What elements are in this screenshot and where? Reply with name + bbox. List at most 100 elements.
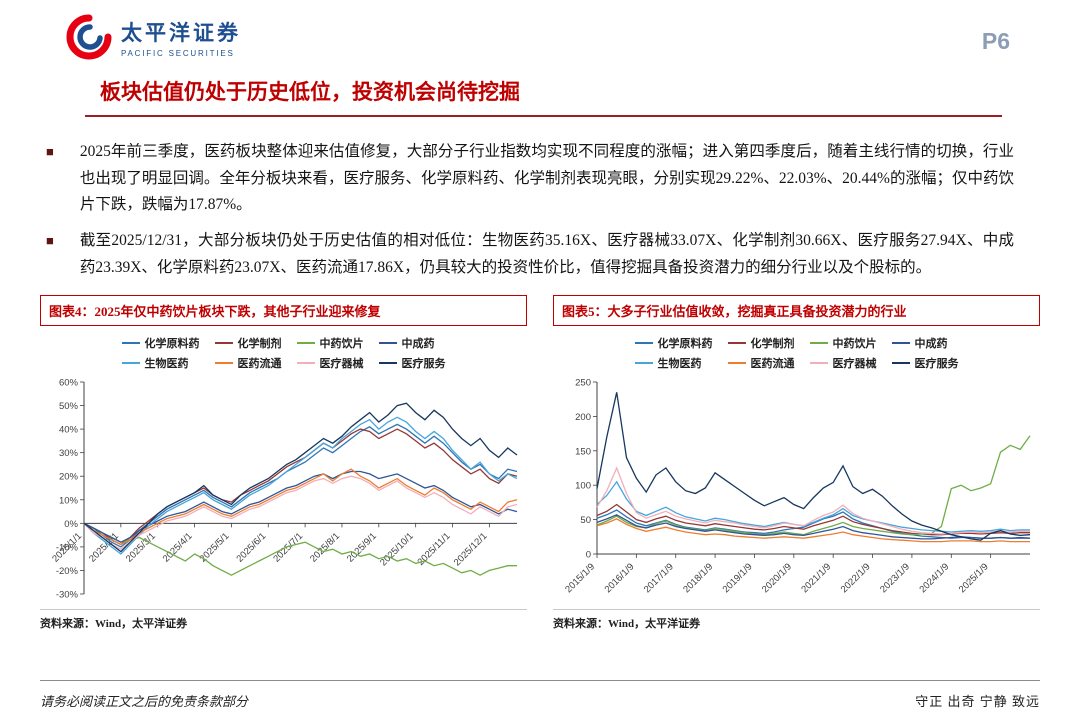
y-tick-label: -10% bbox=[56, 543, 79, 554]
y-tick-label: -30% bbox=[56, 590, 79, 601]
legend-swatch-icon bbox=[809, 362, 828, 365]
legend-item: 医疗服务 bbox=[891, 355, 959, 371]
legend-item: 医药流通 bbox=[727, 355, 795, 371]
x-tick-label: 2021/1/9 bbox=[799, 562, 833, 596]
legend-swatch-icon bbox=[634, 342, 653, 345]
legend-item: 化学制剂 bbox=[727, 335, 795, 351]
x-tick-label: 2025/10/1 bbox=[378, 531, 416, 569]
legend-label: 医疗服务 bbox=[914, 358, 959, 371]
y-tick-label: 200 bbox=[575, 412, 591, 423]
legend-item: 中成药 bbox=[891, 335, 959, 351]
x-tick-label: 2018/1/9 bbox=[681, 562, 715, 596]
chart5-panel: 图表5：大多子行业估值收敛，挖掘真正具备投资潜力的行业 化学原料药 化学制剂 中药饮… bbox=[553, 295, 1040, 631]
legend-item: 医疗器械 bbox=[296, 355, 364, 371]
bullet-item: ■ 截至2025/12/31，大部分板块仍处于历史估值的相对低位：生物医药35.… bbox=[46, 228, 1014, 281]
legend-item: 化学原料药 bbox=[121, 335, 200, 351]
series-line-医疗服务 bbox=[596, 392, 1031, 542]
x-tick-label: 2019/1/9 bbox=[721, 562, 755, 596]
page-number: P6 bbox=[981, 28, 1010, 54]
x-tick-label: 2025/7/1 bbox=[271, 531, 305, 565]
chart5-title: 图表5：大多子行业估值收敛，挖掘真正具备投资潜力的行业 bbox=[553, 295, 1040, 327]
series-line-医疗服务 bbox=[83, 402, 518, 553]
x-tick-label: 2025/12/1 bbox=[452, 531, 490, 569]
chart4-panel: 图表4：2025年仅中药饮片板块下跌，其他子行业迎来修复 化学原料药 化学制剂 中药… bbox=[40, 295, 527, 631]
y-tick-label: 50% bbox=[59, 401, 79, 412]
y-tick-label: 100 bbox=[575, 481, 591, 492]
legend-label: 中成药 bbox=[914, 338, 948, 351]
series-line-化学原料药 bbox=[83, 423, 518, 548]
series-line-中成药 bbox=[83, 471, 518, 544]
series-line-医疗器械 bbox=[596, 466, 1030, 535]
legend-label: 化学原料药 bbox=[144, 338, 200, 351]
legend-label: 医药流通 bbox=[237, 358, 282, 371]
page-title: 板块估值仍处于历史低位，投资机会尚待挖掘 bbox=[100, 80, 520, 104]
legend-label: 生物医药 bbox=[657, 358, 702, 371]
legend-item: 生物医药 bbox=[634, 355, 713, 371]
legend-label: 医疗器械 bbox=[832, 358, 877, 371]
y-tick-label: 30% bbox=[59, 448, 79, 459]
chart4-legend: 化学原料药 化学制剂 中药饮片 中成药 生物医药 医药流通 医疗器械 医疗服务 bbox=[40, 335, 527, 371]
legend-swatch-icon bbox=[634, 362, 653, 365]
x-tick-label: 2025/3/1 bbox=[124, 531, 158, 565]
legend-swatch-icon bbox=[214, 342, 233, 345]
bullet-list: ■ 2025年前三季度，医药板块整体迎来估值修复，大部分子行业指数均实现不同程度… bbox=[46, 139, 1014, 281]
page-footer: 请务必阅读正文之后的免责条款部分 守正 出奇 宁静 致远 bbox=[40, 680, 1040, 710]
page-header: 太平洋证券 PACIFIC SECURITIES P6 bbox=[0, 0, 1080, 60]
series-line-中成药 bbox=[596, 514, 1031, 540]
x-tick-label: 2024/1/9 bbox=[917, 562, 951, 596]
legend-swatch-icon bbox=[296, 342, 315, 345]
series-line-医疗器械 bbox=[83, 475, 518, 551]
legend-label: 生物医药 bbox=[144, 358, 189, 371]
y-tick-label: -20% bbox=[56, 566, 79, 577]
legend-swatch-icon bbox=[378, 342, 397, 345]
legend-item: 医疗器械 bbox=[809, 355, 877, 371]
legend-label: 医疗器械 bbox=[319, 358, 364, 371]
chart4-title: 图表4：2025年仅中药饮片板块下跌，其他子行业迎来修复 bbox=[40, 295, 527, 327]
legend-swatch-icon bbox=[809, 342, 828, 345]
pacific-securities-logo-icon bbox=[66, 14, 112, 60]
series-line-医药流通 bbox=[596, 518, 1030, 543]
brand-name-cn: 太平洋证券 bbox=[121, 20, 241, 45]
x-tick-label: 2022/1/9 bbox=[839, 562, 873, 596]
chart5-legend: 化学原料药 化学制剂 中药饮片 中成药生物医药 医药流通 医疗器械 医疗服务 bbox=[553, 335, 1040, 371]
y-tick-label: 250 bbox=[575, 378, 591, 389]
legend-item: 化学制剂 bbox=[214, 335, 282, 351]
legend-swatch-icon bbox=[891, 342, 910, 345]
y-tick-label: 50 bbox=[580, 515, 591, 526]
x-tick-label: 2023/1/9 bbox=[878, 562, 912, 596]
disclaimer-text: 请务必阅读正文之后的免责条款部分 bbox=[40, 694, 249, 709]
bullet-item: ■ 2025年前三季度，医药板块整体迎来估值修复，大部分子行业指数均实现不同程度… bbox=[46, 139, 1014, 219]
title-underline bbox=[85, 115, 1002, 117]
motto-text: 守正 出奇 宁静 致远 bbox=[915, 694, 1040, 709]
x-tick-label: 2017/1/9 bbox=[642, 562, 676, 596]
chart4-plot: 60%50%40%30%20%10%0%-10%-20%-30%2025/1/1… bbox=[50, 378, 518, 601]
x-tick-label: 2025/9/1 bbox=[345, 531, 379, 565]
x-tick-label: 2020/1/9 bbox=[760, 562, 794, 596]
legend-label: 中药饮片 bbox=[319, 338, 364, 351]
legend-label: 中成药 bbox=[401, 338, 435, 351]
legend-item: 生物医药 bbox=[121, 355, 200, 371]
legend-label: 化学制剂 bbox=[237, 338, 282, 351]
x-tick-label: 2016/1/9 bbox=[603, 562, 637, 596]
series-line-中药饮片 bbox=[596, 435, 1031, 536]
square-bullet-icon: ■ bbox=[46, 232, 54, 248]
legend-swatch-icon bbox=[727, 342, 746, 345]
y-tick-label: 40% bbox=[59, 425, 79, 436]
x-tick-label: 2025/5/1 bbox=[198, 531, 232, 565]
y-tick-label: 0 bbox=[586, 550, 591, 561]
legend-label: 中药饮片 bbox=[832, 338, 877, 351]
x-tick-label: 2025/4/1 bbox=[161, 531, 195, 565]
x-tick-label: 2025/1/9 bbox=[957, 562, 991, 596]
legend-item: 中药饮片 bbox=[296, 335, 364, 351]
x-tick-label: 2025/8/1 bbox=[308, 531, 342, 565]
chart5-source: 资料来源：Wind，太平洋证券 bbox=[553, 609, 1040, 631]
bullet-text: 2025年前三季度，医药板块整体迎来估值修复，大部分子行业指数均实现不同程度的涨… bbox=[79, 143, 1014, 214]
legend-label: 化学原料药 bbox=[657, 338, 713, 351]
legend-item: 中药饮片 bbox=[809, 335, 877, 351]
series-line-医药流通 bbox=[83, 468, 518, 546]
y-tick-label: 150 bbox=[575, 447, 591, 458]
legend-item: 化学原料药 bbox=[634, 335, 713, 351]
legend-swatch-icon bbox=[214, 362, 233, 365]
